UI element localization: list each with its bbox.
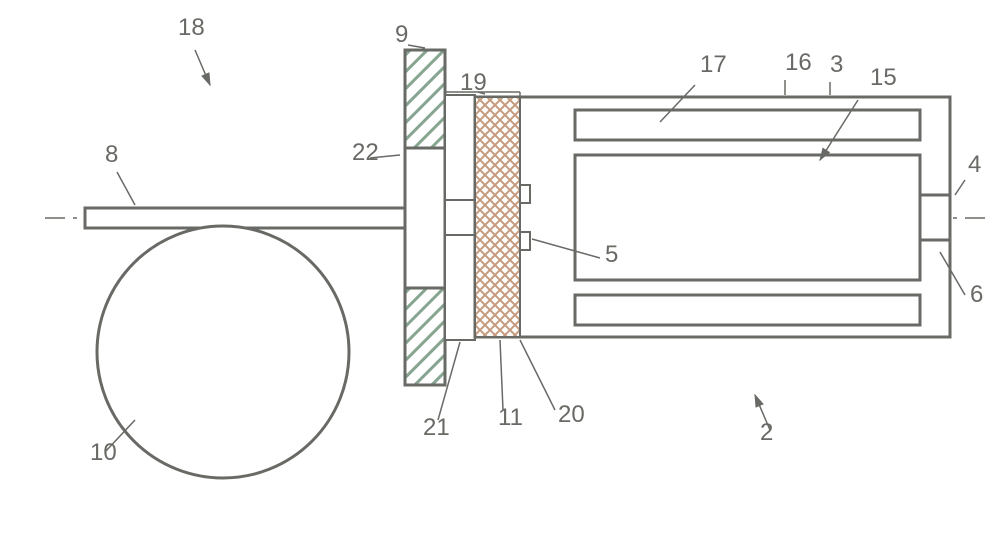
callout-22: 22 <box>352 139 379 166</box>
callout-4: 4 <box>968 151 981 178</box>
diagram-svg: 18 9 19 17 16 3 15 4 8 22 6 5 2 20 11 21 10 <box>0 0 1000 553</box>
callout-17: 17 <box>700 51 727 78</box>
callout-15: 15 <box>870 64 897 91</box>
callout-2: 2 <box>760 419 773 446</box>
callout-16: 16 <box>785 49 812 76</box>
callout-21: 21 <box>423 414 450 441</box>
callout-8: 8 <box>105 141 118 168</box>
callout-10: 10 <box>90 439 117 466</box>
callout-6: 6 <box>970 281 983 308</box>
callout-20: 20 <box>558 401 585 428</box>
callout-19: 19 <box>460 69 487 96</box>
callout-18: 18 <box>178 14 205 41</box>
callout-3: 3 <box>830 51 843 78</box>
callout-5: 5 <box>605 241 618 268</box>
callout-9: 9 <box>395 21 408 48</box>
callout-11: 11 <box>498 404 523 431</box>
